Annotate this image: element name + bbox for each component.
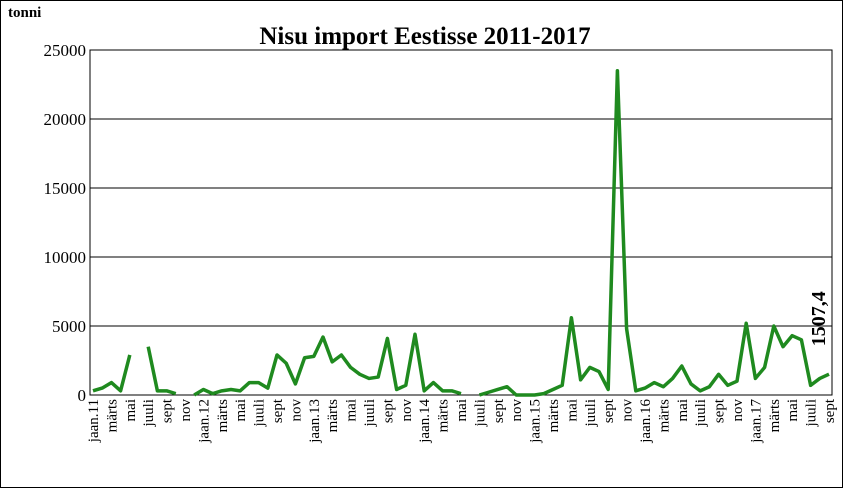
data-label: 1507,4	[808, 291, 830, 346]
x-tick-label: jaan.15	[528, 399, 544, 444]
y-tick-label: 0	[78, 386, 87, 405]
x-tick-label: sept	[270, 398, 286, 423]
x-tick-label: nov	[509, 399, 525, 422]
x-tick-label: jaan.13	[307, 399, 323, 444]
x-tick-label: mai	[564, 399, 580, 422]
x-tick-label: nov	[399, 399, 415, 422]
x-tick-label: mai	[454, 399, 470, 422]
x-tick-label: juuli	[252, 399, 268, 428]
x-tick-label: mai	[123, 399, 139, 422]
x-tick-label: jaan.16	[638, 399, 654, 444]
data-line	[146, 346, 177, 396]
y-tick-label: 10000	[44, 248, 87, 267]
x-tick-label: juuli	[472, 399, 488, 428]
x-tick-label: juuli	[693, 399, 709, 428]
y-axis-label: tonni	[8, 5, 41, 21]
x-tick-label: jaan.12	[196, 399, 212, 444]
x-tick-label: nov	[288, 399, 304, 422]
y-tick-label: 5000	[52, 317, 86, 336]
x-tick-label: nov	[178, 399, 194, 422]
x-tick-label: märts	[215, 399, 231, 432]
x-tick-label: nov	[620, 399, 636, 422]
data-line	[478, 68, 830, 397]
data-line	[193, 332, 462, 397]
y-tick-label: 20000	[44, 110, 87, 129]
x-tick-label: juuli	[583, 399, 599, 428]
x-tick-label: jaan.11	[86, 399, 102, 443]
x-tick-label: sept	[160, 398, 176, 423]
data-line	[92, 354, 132, 393]
x-tick-label: juuli	[804, 399, 820, 428]
plot-border	[89, 49, 833, 396]
x-tick-label: mai	[344, 399, 360, 422]
y-tick-label: 15000	[44, 179, 87, 198]
x-tick-label: märts	[546, 399, 562, 432]
x-tick-label: mai	[675, 399, 691, 422]
x-tick-label: sept	[380, 398, 396, 423]
x-tick-label: märts	[104, 399, 120, 432]
x-tick-label: mai	[233, 399, 249, 422]
x-tick-label: juuli	[362, 399, 378, 428]
x-tick-label: mai	[785, 399, 801, 422]
x-tick-label: jaan.17	[748, 399, 764, 444]
x-tick-label: jaan.14	[417, 399, 433, 444]
x-tick-label: juuli	[141, 399, 157, 428]
x-tick-label: sept	[601, 398, 617, 423]
x-tick-label: märts	[656, 399, 672, 432]
chart-title: Nisu import Eestisse 2011-2017	[259, 23, 590, 50]
x-tick-label: sept	[822, 398, 838, 423]
x-tick-label: märts	[325, 399, 341, 432]
x-tick-label: märts	[436, 399, 452, 432]
x-tick-label: sept	[491, 398, 507, 423]
x-tick-label: märts	[767, 399, 783, 432]
x-tick-label: nov	[730, 399, 746, 422]
x-tick-label: sept	[712, 398, 728, 423]
y-tick-label: 25000	[44, 41, 87, 60]
